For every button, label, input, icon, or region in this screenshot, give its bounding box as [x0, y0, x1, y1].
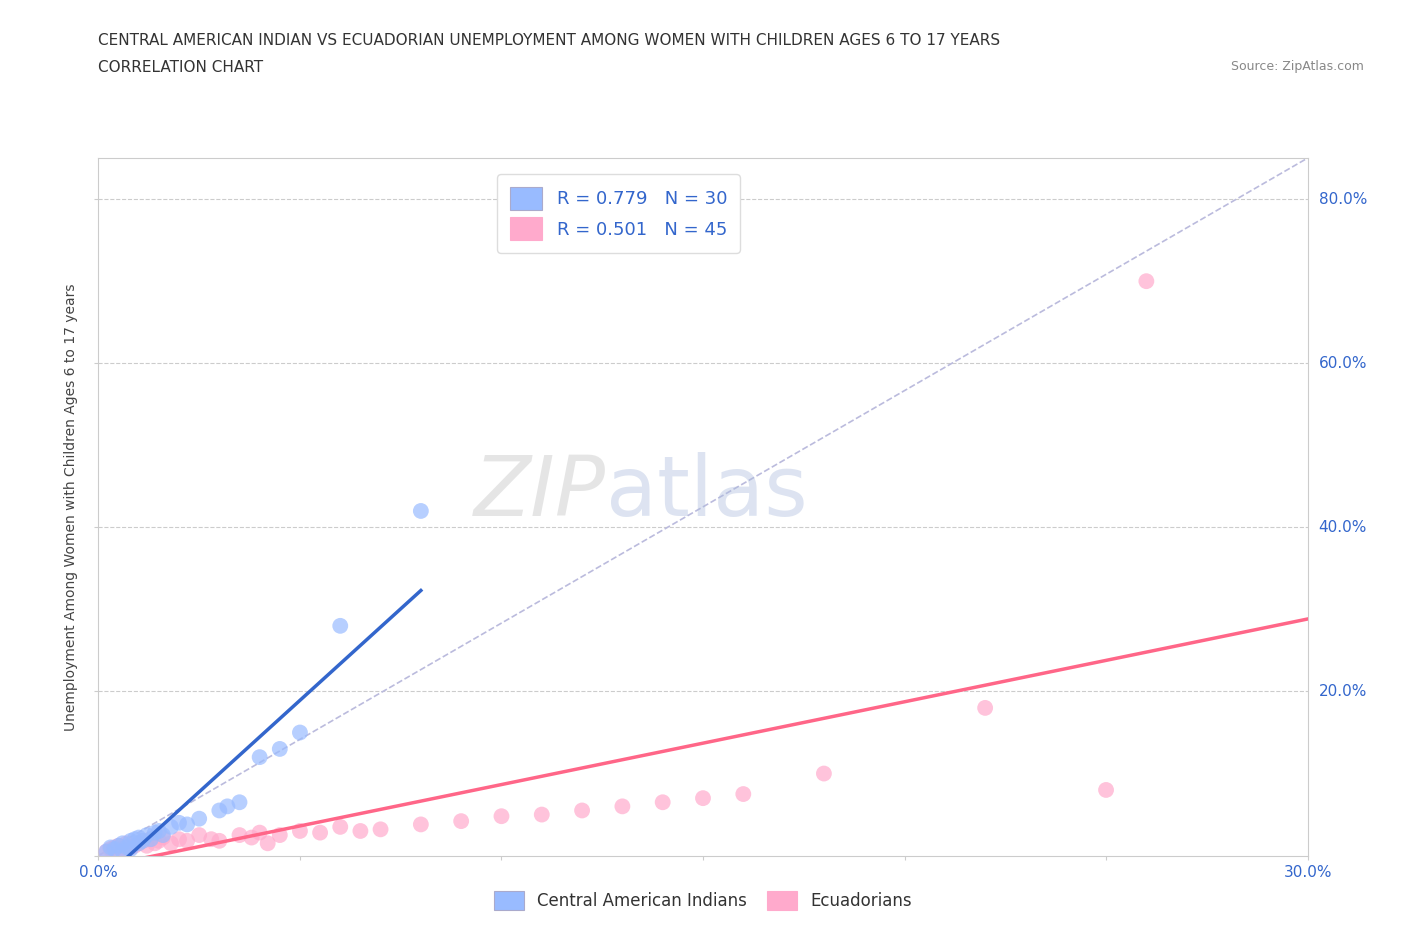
- Point: [107, 838, 129, 853]
- Point: [733, 787, 755, 802]
- Point: [111, 842, 134, 857]
- Point: [208, 803, 231, 817]
- Point: [269, 741, 291, 756]
- Legend: Central American Indians, Ecuadorians: Central American Indians, Ecuadorians: [488, 884, 918, 917]
- Point: [115, 836, 138, 851]
- Point: [571, 803, 593, 817]
- Point: [217, 799, 239, 814]
- Point: [288, 725, 311, 740]
- Text: ZIP: ZIP: [474, 452, 606, 534]
- Point: [148, 833, 170, 848]
- Point: [651, 795, 673, 810]
- Point: [160, 819, 183, 834]
- Point: [120, 840, 142, 855]
- Point: [612, 799, 634, 814]
- Point: [152, 828, 174, 843]
- Point: [132, 833, 155, 848]
- Point: [111, 844, 134, 859]
- Text: atlas: atlas: [606, 452, 808, 534]
- Text: CORRELATION CHART: CORRELATION CHART: [98, 60, 263, 75]
- Point: [176, 833, 198, 848]
- Point: [1135, 273, 1157, 288]
- Point: [148, 824, 170, 839]
- Point: [124, 831, 146, 846]
- Point: [1095, 782, 1118, 797]
- Point: [135, 838, 157, 853]
- Point: [813, 766, 835, 781]
- Point: [240, 830, 263, 845]
- Point: [128, 836, 150, 851]
- Point: [107, 844, 129, 859]
- Point: [100, 840, 122, 855]
- Point: [450, 814, 472, 829]
- Point: [329, 819, 352, 834]
- Point: [349, 824, 371, 839]
- Point: [143, 836, 166, 851]
- Point: [974, 700, 997, 715]
- Point: [309, 825, 332, 840]
- Point: [188, 811, 211, 826]
- Point: [143, 825, 166, 840]
- Point: [103, 842, 125, 857]
- Point: [256, 836, 278, 851]
- Point: [269, 828, 291, 843]
- Text: 60.0%: 60.0%: [1319, 356, 1367, 371]
- Point: [132, 833, 155, 848]
- Text: 20.0%: 20.0%: [1319, 684, 1367, 699]
- Text: 40.0%: 40.0%: [1319, 520, 1367, 535]
- Point: [139, 831, 162, 846]
- Point: [228, 828, 250, 843]
- Point: [188, 828, 211, 843]
- Point: [128, 830, 150, 845]
- Point: [139, 831, 162, 846]
- Point: [167, 816, 190, 830]
- Point: [228, 795, 250, 810]
- Point: [329, 618, 352, 633]
- Text: 80.0%: 80.0%: [1319, 192, 1367, 206]
- Point: [249, 825, 271, 840]
- Point: [120, 842, 142, 857]
- Point: [96, 844, 118, 859]
- Point: [124, 838, 146, 853]
- Point: [115, 840, 138, 855]
- Point: [167, 831, 190, 846]
- Point: [249, 750, 271, 764]
- Point: [370, 822, 392, 837]
- Point: [152, 830, 174, 845]
- Point: [692, 790, 714, 805]
- Point: [409, 503, 432, 518]
- Text: Source: ZipAtlas.com: Source: ZipAtlas.com: [1230, 60, 1364, 73]
- Y-axis label: Unemployment Among Women with Children Ages 6 to 17 years: Unemployment Among Women with Children A…: [65, 283, 79, 731]
- Point: [96, 844, 118, 859]
- Text: CENTRAL AMERICAN INDIAN VS ECUADORIAN UNEMPLOYMENT AMONG WOMEN WITH CHILDREN AGE: CENTRAL AMERICAN INDIAN VS ECUADORIAN UN…: [98, 33, 1001, 47]
- Point: [530, 807, 553, 822]
- Point: [111, 836, 134, 851]
- Point: [208, 833, 231, 848]
- Point: [160, 836, 183, 851]
- Point: [176, 817, 198, 831]
- Point: [103, 840, 125, 855]
- Point: [409, 817, 432, 831]
- Point: [120, 833, 142, 848]
- Point: [288, 824, 311, 839]
- Point: [100, 842, 122, 857]
- Point: [491, 809, 513, 824]
- Point: [200, 831, 222, 846]
- Point: [135, 828, 157, 843]
- Point: [128, 836, 150, 851]
- Point: [107, 838, 129, 853]
